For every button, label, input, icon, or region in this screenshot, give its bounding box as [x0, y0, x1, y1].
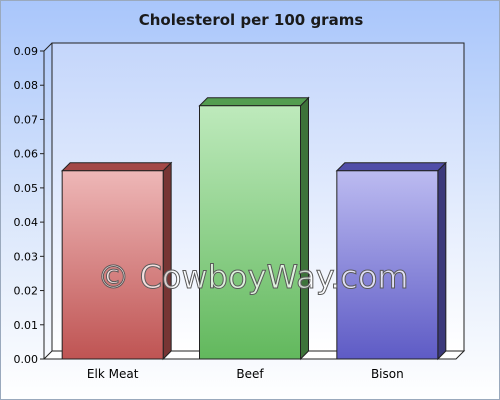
y-tick-label: 0.03	[14, 250, 39, 263]
bar-side	[437, 161, 447, 361]
y-tick-label: 0.01	[14, 319, 39, 332]
y-tick-label: 0.05	[14, 182, 39, 195]
y-tick-label: 0.06	[14, 148, 39, 161]
y-tick-label: 0.04	[14, 216, 39, 229]
x-category-label: Beef	[236, 367, 264, 381]
bar-front	[199, 105, 301, 360]
bar-beef	[198, 96, 310, 361]
y-tick-label: 0.08	[14, 79, 39, 92]
bar-side	[300, 96, 309, 361]
bar-front	[61, 170, 164, 360]
bar-top	[60, 162, 173, 172]
y-tick-label: 0.09	[14, 45, 39, 58]
y-tick-label: 0.00	[14, 353, 39, 366]
bar-top	[198, 97, 310, 107]
y-tick-label: 0.07	[14, 113, 39, 126]
chart-title: Cholesterol per 100 grams	[139, 11, 364, 29]
x-category-label: Bison	[371, 367, 404, 381]
x-category-label: Elk Meat	[87, 367, 139, 381]
bar-top	[335, 162, 448, 172]
bar-elk-meat	[60, 161, 173, 361]
y-axis-depth-line	[43, 42, 53, 52]
bar-bison	[335, 161, 448, 361]
y-tick-label: 0.02	[14, 285, 39, 298]
bar-front	[336, 170, 439, 360]
watermark: © CowboyWay.com	[97, 258, 408, 296]
